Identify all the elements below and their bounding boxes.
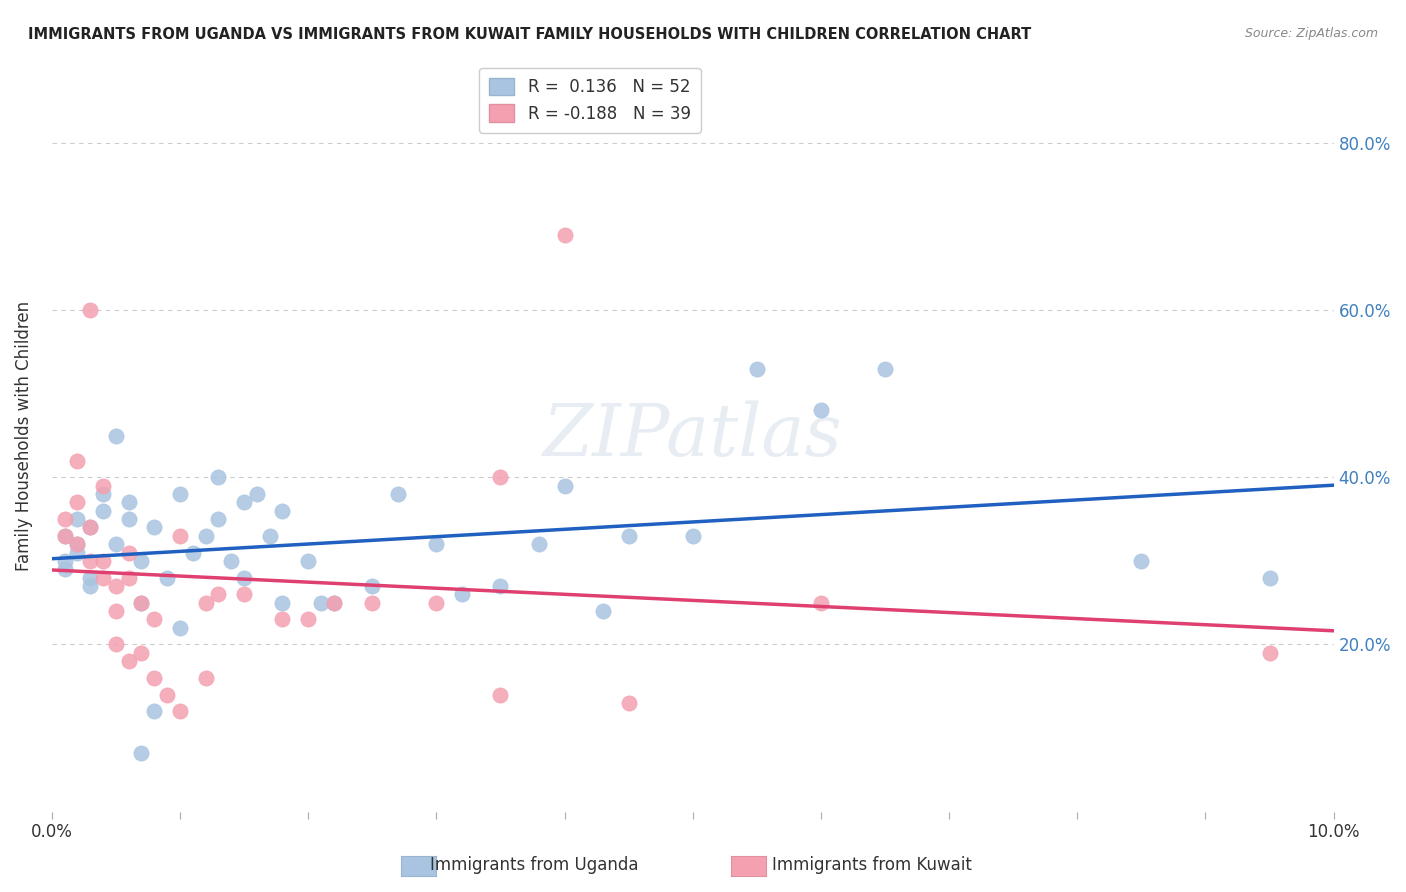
Kuwait	[104, 579, 127, 593]
Y-axis label: Family Households with Children: Family Households with Children	[15, 301, 32, 571]
Uganda	[131, 746, 153, 760]
Kuwait	[169, 704, 191, 718]
Uganda	[553, 478, 575, 492]
Uganda	[682, 529, 704, 543]
Kuwait	[91, 478, 114, 492]
Uganda	[104, 428, 127, 442]
Uganda	[131, 596, 153, 610]
Uganda	[143, 520, 166, 534]
Kuwait	[66, 453, 89, 467]
Uganda	[169, 487, 191, 501]
Kuwait	[79, 554, 101, 568]
Uganda	[219, 554, 242, 568]
Kuwait	[489, 470, 512, 484]
Uganda	[361, 579, 384, 593]
Uganda	[181, 545, 204, 559]
Uganda	[425, 537, 447, 551]
Kuwait	[361, 596, 384, 610]
Uganda	[104, 537, 127, 551]
Uganda	[527, 537, 550, 551]
Kuwait	[194, 671, 217, 685]
Uganda	[1130, 554, 1153, 568]
Kuwait	[104, 604, 127, 618]
Text: Source: ZipAtlas.com: Source: ZipAtlas.com	[1244, 27, 1378, 40]
Kuwait	[810, 596, 832, 610]
Kuwait	[207, 587, 229, 601]
Uganda	[309, 596, 332, 610]
Kuwait	[118, 571, 141, 585]
Kuwait	[66, 495, 89, 509]
Kuwait	[79, 303, 101, 318]
Kuwait	[322, 596, 344, 610]
Uganda	[156, 571, 179, 585]
Uganda	[66, 512, 89, 526]
Uganda	[143, 704, 166, 718]
Uganda	[873, 361, 896, 376]
Uganda	[246, 487, 269, 501]
Uganda	[53, 562, 76, 576]
Uganda	[79, 520, 101, 534]
Kuwait	[66, 537, 89, 551]
Kuwait	[91, 554, 114, 568]
Kuwait	[271, 612, 294, 626]
Kuwait	[104, 637, 127, 651]
Uganda	[745, 361, 768, 376]
Uganda	[91, 504, 114, 518]
Uganda	[53, 529, 76, 543]
Kuwait	[489, 688, 512, 702]
Uganda	[1258, 571, 1281, 585]
Kuwait	[233, 587, 256, 601]
Kuwait	[297, 612, 319, 626]
Kuwait	[131, 596, 153, 610]
Uganda	[131, 554, 153, 568]
Kuwait	[194, 596, 217, 610]
Uganda	[169, 621, 191, 635]
Uganda	[194, 529, 217, 543]
Uganda	[66, 545, 89, 559]
Kuwait	[169, 529, 191, 543]
Uganda	[617, 529, 640, 543]
Uganda	[810, 403, 832, 417]
Kuwait	[1258, 646, 1281, 660]
Uganda	[387, 487, 409, 501]
Kuwait	[118, 545, 141, 559]
Uganda	[271, 596, 294, 610]
Kuwait	[91, 571, 114, 585]
Uganda	[53, 554, 76, 568]
Kuwait	[617, 696, 640, 710]
Uganda	[207, 512, 229, 526]
Uganda	[91, 487, 114, 501]
Kuwait	[156, 688, 179, 702]
Uganda	[233, 571, 256, 585]
Uganda	[297, 554, 319, 568]
Uganda	[322, 596, 344, 610]
Uganda	[592, 604, 614, 618]
Kuwait	[425, 596, 447, 610]
Text: Immigrants from Kuwait: Immigrants from Kuwait	[772, 855, 972, 873]
Uganda	[118, 512, 141, 526]
Uganda	[259, 529, 281, 543]
Kuwait	[143, 671, 166, 685]
Uganda	[489, 579, 512, 593]
Uganda	[118, 495, 141, 509]
Uganda	[451, 587, 474, 601]
Kuwait	[53, 529, 76, 543]
Uganda	[79, 571, 101, 585]
Kuwait	[131, 646, 153, 660]
Kuwait	[118, 654, 141, 668]
Kuwait	[553, 228, 575, 243]
Text: Immigrants from Uganda: Immigrants from Uganda	[430, 855, 638, 873]
Kuwait	[79, 520, 101, 534]
Uganda	[271, 504, 294, 518]
Kuwait	[53, 512, 76, 526]
Legend: R =  0.136   N = 52, R = -0.188   N = 39: R = 0.136 N = 52, R = -0.188 N = 39	[479, 68, 700, 133]
Uganda	[207, 470, 229, 484]
Text: ZIPatlas: ZIPatlas	[543, 401, 842, 471]
Text: IMMIGRANTS FROM UGANDA VS IMMIGRANTS FROM KUWAIT FAMILY HOUSEHOLDS WITH CHILDREN: IMMIGRANTS FROM UGANDA VS IMMIGRANTS FRO…	[28, 27, 1032, 42]
Uganda	[79, 579, 101, 593]
Uganda	[233, 495, 256, 509]
Uganda	[66, 537, 89, 551]
Kuwait	[143, 612, 166, 626]
